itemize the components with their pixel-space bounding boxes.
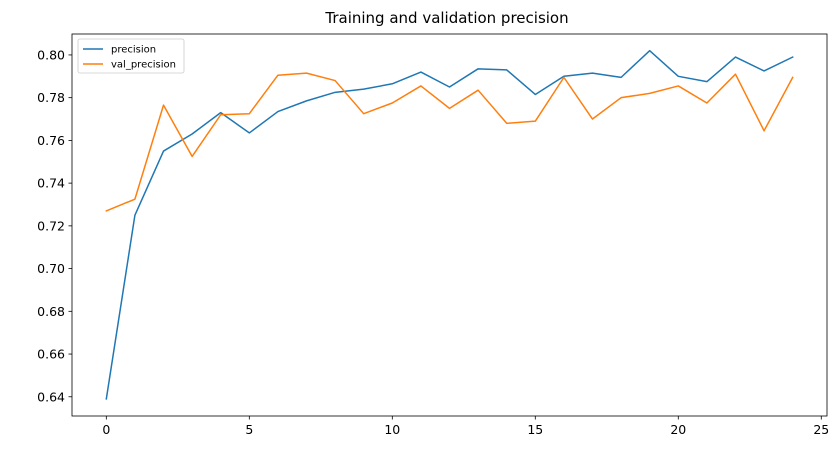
axes-frame (71, 33, 828, 417)
x-tick-label: 5 (245, 422, 253, 437)
x-tick-label: 20 (670, 422, 686, 437)
y-tick-label: 0.74 (37, 176, 65, 191)
series-line-val-precision (105, 72, 794, 212)
y-tick-label: 0.78 (37, 90, 65, 105)
plot-area: 0 5 10 15 20 25 0.64 0.66 0.68 0.70 0.72 0.74 0.76 0.… (37, 33, 829, 437)
y-tick-label: 0.64 (37, 389, 65, 404)
legend-label-precision: precision (111, 45, 156, 56)
x-tick-label: 15 (527, 422, 543, 437)
y-tick-label: 0.80 (37, 47, 65, 62)
chart-title: Training and validation precision (324, 9, 568, 27)
legend-box (77, 38, 185, 74)
y-tick-label: 0.72 (37, 218, 65, 233)
y-tick-label: 0.70 (37, 261, 65, 276)
x-tick-label: 0 (102, 422, 110, 437)
x-tick-label: 10 (384, 422, 400, 437)
y-tick-label: 0.66 (37, 347, 65, 362)
legend: precision val_precision (77, 38, 185, 74)
y-tick-label: 0.68 (37, 304, 65, 319)
y-tick-label: 0.76 (37, 133, 65, 148)
x-tick-label: 25 (813, 422, 829, 437)
series-line-precision (105, 49, 794, 400)
legend-label-val-precision: val_precision (111, 60, 176, 71)
